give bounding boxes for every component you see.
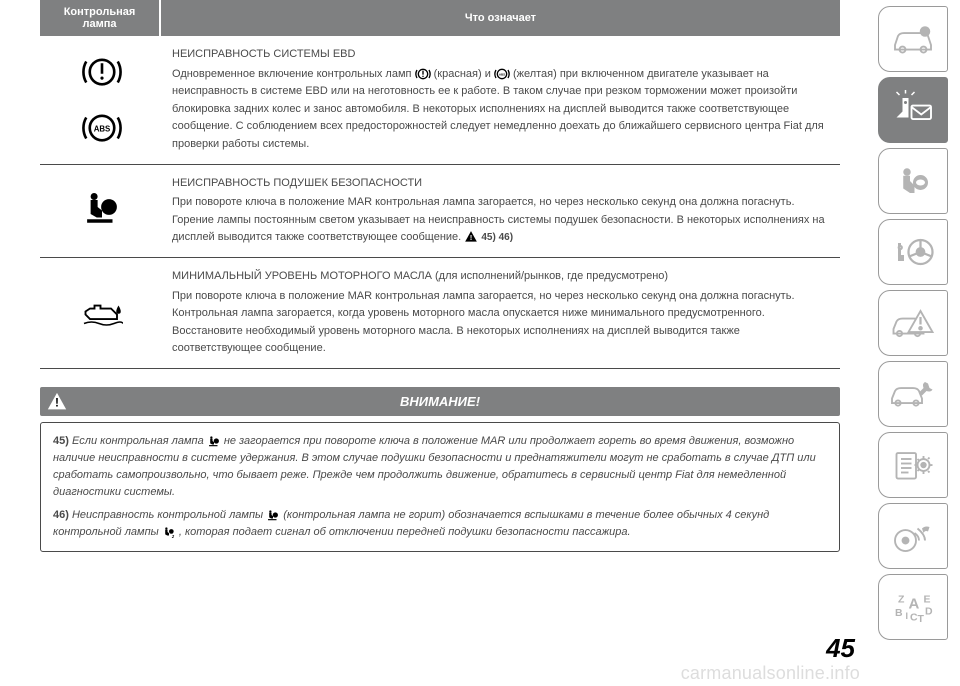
svg-text:E: E xyxy=(924,594,931,606)
abs-warning-icon: ABS xyxy=(494,66,510,82)
svg-text:!: ! xyxy=(470,235,472,242)
airbag-warning-icon xyxy=(266,508,280,522)
table-row: НЕИСПРАВНОСТЬ ПОДУШЕК БЕЗОПАСНОСТИ При п… xyxy=(40,164,840,257)
row-body: При повороте ключа в положение MAR контр… xyxy=(172,288,832,358)
text-fragment: , которая подает сигнал об отключении пе… xyxy=(179,526,631,538)
warning-triangle-icon: ! xyxy=(46,391,68,413)
nav-tab-emergency[interactable] xyxy=(878,290,948,356)
airbag-warning-icon xyxy=(81,186,123,228)
warning-triangle-icon: ! xyxy=(464,230,478,244)
note-number: 45) xyxy=(53,435,69,447)
airbag-warning-icon xyxy=(207,434,221,448)
text-fragment: Если контрольная лампа xyxy=(72,435,207,447)
brake-warning-icon xyxy=(81,51,123,93)
page-number: 45 xyxy=(826,633,855,664)
row-title: НЕИСПРАВНОСТЬ СИСТЕМЫ EBD xyxy=(172,46,832,64)
svg-text:ABS: ABS xyxy=(94,124,111,133)
svg-text:T: T xyxy=(918,613,925,625)
page-content: Контрольная лампа Что означает xyxy=(40,0,840,552)
svg-text:I: I xyxy=(906,611,909,621)
notes-box: 45) Если контрольная лампа не загорается… xyxy=(40,422,840,552)
svg-text:B: B xyxy=(895,607,903,619)
watermark: carmanualsonline.info xyxy=(681,663,860,684)
abs-warning-icon: ABS xyxy=(81,107,123,149)
note-number: 46) xyxy=(53,509,69,521)
text-fragment: Одновременное включение контрольных ламп xyxy=(172,68,415,80)
nav-tab-warning-lamps[interactable] xyxy=(878,77,948,143)
svg-text:D: D xyxy=(925,606,933,618)
svg-text:!: ! xyxy=(55,395,59,409)
nav-tab-index[interactable]: Z E B D I T C A xyxy=(878,574,948,640)
nav-tab-vehicle-info[interactable]: i xyxy=(878,6,948,72)
svg-text:C: C xyxy=(910,612,918,624)
note-45: 45) Если контрольная лампа не загорается… xyxy=(53,433,827,501)
col-header-meaning: Что означает xyxy=(160,0,840,36)
side-nav: i xyxy=(878,6,948,640)
nav-tab-safety[interactable] xyxy=(878,148,948,214)
warning-heading-text: ВНИМАНИЕ! xyxy=(400,394,480,409)
warning-heading: ! ВНИМАНИЕ! xyxy=(40,387,840,416)
col-header-lamp: Контрольная лампа xyxy=(40,0,160,36)
row-body: При повороте ключа в положение MAR контр… xyxy=(172,194,832,247)
text-fragment: (красная) и xyxy=(434,68,494,80)
svg-text:Z: Z xyxy=(898,594,905,606)
table-row: МИНИМАЛЬНЫЙ УРОВЕНЬ МОТОРНОГО МАСЛА (для… xyxy=(40,257,840,368)
warning-lamp-table: Контрольная лампа Что означает xyxy=(40,0,840,369)
brake-warning-icon xyxy=(415,66,431,82)
passenger-airbag-off-icon: 2 xyxy=(162,525,176,539)
row-title: НЕИСПРАВНОСТЬ ПОДУШЕК БЕЗОПАСНОСТИ xyxy=(172,175,832,193)
note-46: 46) Неисправность контрольной лампы (кон… xyxy=(53,507,827,541)
svg-text:A: A xyxy=(909,596,920,613)
svg-text:ABS: ABS xyxy=(499,72,505,76)
table-row: ABS НЕИСПРАВНОСТЬ СИСТЕМЫ EBD Одновремен… xyxy=(40,36,840,164)
nav-tab-technical-data[interactable] xyxy=(878,432,948,498)
row-body: Одновременное включение контрольных ламп… xyxy=(172,66,832,154)
reference-numbers: 45) 46) xyxy=(481,232,513,243)
nav-tab-maintenance[interactable] xyxy=(878,361,948,427)
nav-tab-starting-driving[interactable] xyxy=(878,219,948,285)
row-title: МИНИМАЛЬНЫЙ УРОВЕНЬ МОТОРНОГО МАСЛА (для… xyxy=(172,268,832,286)
oil-level-icon xyxy=(81,292,123,334)
text-fragment: Неисправность контрольной лампы xyxy=(72,509,266,521)
nav-tab-multimedia[interactable] xyxy=(878,503,948,569)
svg-text:2: 2 xyxy=(171,534,175,539)
